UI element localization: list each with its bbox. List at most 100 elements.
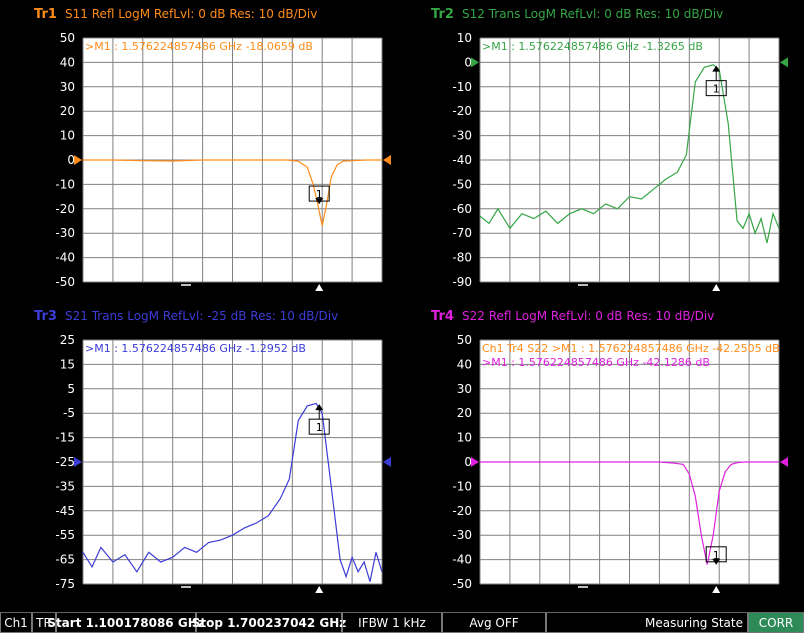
y-tick-label: -10 [452,479,472,493]
marker-readout-overlay: Ch1 Tr4 S22 >M1 : 1.576224857486 GHz -42… [482,342,780,355]
ref-level-arrow-left[interactable] [74,155,82,165]
marker-box [705,546,727,563]
trace-line [480,461,779,565]
trace-line [82,402,383,582]
marker-id: 1 [316,421,323,434]
y-tick-label: 20 [60,104,75,118]
channel-indicator[interactable]: Ch1 [0,613,32,633]
correction-indicator[interactable]: CORR [748,613,804,633]
marker-position-indicator [315,586,324,593]
marker-1[interactable]: 1 [308,185,330,205]
marker-id: 1 [713,549,720,562]
marker-position-indicator [315,284,324,291]
y-tick-label: -60 [452,202,472,216]
y-tick-label: 5 [67,382,75,396]
y-tick-label: 40 [457,357,472,371]
y-tick-label: -40 [55,251,75,265]
y-tick-label: 10 [457,31,472,45]
y-tick-label: 10 [457,431,472,445]
marker-readout: >M1 : 1.576224857486 GHz -1.3265 dB [482,40,703,53]
marker-box [308,418,330,435]
marker-arrow [315,404,324,411]
marker-box [705,80,727,97]
y-tick-label: -30 [55,226,75,240]
y-tick-label: -40 [452,153,472,167]
marker-readout: >M1 : 1.576224857486 GHz -18.0659 dB [85,40,313,53]
status-bar: Ch1 TR Start 1.100178086 GHz Stop 1.7002… [0,612,804,633]
y-tick-label: -30 [452,129,472,143]
averaging-indicator[interactable]: Avg OFF [442,613,546,633]
trace-label[interactable]: Tr2 [431,7,454,22]
marker-position-indicator [712,284,721,291]
measuring-state: Measuring State [546,613,748,633]
trace-title: S11 Refl LogM RefLvl: 0 dB Res: 10 dB/Di… [65,7,317,21]
marker-id: 1 [713,83,720,96]
trace-title: S12 Trans LogM RefLvl: 0 dB Res: 10 dB/D… [462,7,723,21]
trace-panel-2[interactable]: Tr2 S12 Trans LogM RefLvl: 0 dB Res: 10 d… [431,7,788,291]
trace-line [479,64,780,244]
ref-level-arrow-left[interactable] [471,57,479,68]
y-tick-label: 30 [457,382,472,396]
y-tick-label: 0 [464,455,472,469]
y-tick-label: 0 [464,55,472,69]
ref-level-arrow-right[interactable] [780,457,788,467]
marker-1[interactable]: 1 [705,546,727,565]
ref-level-arrow-right[interactable] [383,155,391,165]
trace-panel-3[interactable]: Tr3 S21 Trans LogM RefLvl: -25 dB Res: 10… [34,309,391,593]
y-tick-label: 0 [67,153,75,167]
y-tick-label: -20 [55,202,75,216]
y-tick-label: -35 [55,479,75,493]
y-tick-label: 30 [60,80,75,94]
stop-frequency[interactable]: Stop 1.700237042 GHz [192,613,346,633]
ref-level-arrow-left[interactable] [74,457,82,467]
y-tick-label: -10 [55,177,75,191]
y-tick-label: -75 [55,577,75,591]
y-tick-label: 15 [60,357,75,371]
trace-title: S22 Refl LogM RefLvl: 0 dB Res: 10 dB/Di… [462,309,714,323]
trace-line [83,159,382,227]
y-tick-label: -50 [452,577,472,591]
trace-title: S21 Trans LogM RefLvl: -25 dB Res: 10 dB… [65,309,338,323]
trace-panel-1[interactable]: Tr1 S11 Refl LogM RefLvl: 0 dB Res: 10 dB… [34,7,391,291]
y-tick-label: -65 [55,553,75,567]
marker-arrow [712,65,721,72]
y-tick-label: -25 [55,455,75,469]
marker-readout: >M1 : 1.576224857486 GHz -1.2952 dB [85,342,306,355]
y-tick-label: 20 [457,406,472,420]
start-frequency[interactable]: Start 1.100178086 GHz [47,613,205,633]
ref-level-arrow-right[interactable] [780,57,788,68]
marker-box [308,185,330,202]
y-tick-label: -20 [452,504,472,518]
y-tick-label: -20 [452,104,472,118]
y-tick-label: -10 [452,80,472,94]
y-tick-label: 50 [457,333,472,347]
trace-label[interactable]: Tr1 [34,7,57,22]
y-tick-label: -45 [55,504,75,518]
y-tick-label: -30 [452,528,472,542]
y-tick-label: -15 [55,431,75,445]
plots-area: Tr1 S11 Refl LogM RefLvl: 0 dB Res: 10 dB… [34,7,788,593]
y-tick-label: 10 [60,129,75,143]
y-tick-label: 40 [60,55,75,69]
trace-label[interactable]: Tr4 [431,309,454,324]
marker-readout: >M1 : 1.576224857486 GHz -42.1286 dB [482,356,710,369]
trace-label[interactable]: Tr3 [34,309,57,324]
marker-1[interactable]: 1 [308,404,330,435]
y-tick-label: -50 [452,177,472,191]
ref-level-arrow-right[interactable] [383,457,391,467]
ifbw-indicator[interactable]: IFBW 1 kHz [342,613,442,633]
y-tick-label: -50 [55,275,75,289]
y-tick-label: -70 [452,226,472,240]
trace-panel-4[interactable]: Tr4 S22 Refl LogM RefLvl: 0 dB Res: 10 dB… [431,309,788,593]
marker-1[interactable]: 1 [705,65,727,97]
marker-position-indicator [712,586,721,593]
ref-level-arrow-left[interactable] [471,457,479,467]
y-tick-label: 50 [60,31,75,45]
y-tick-label: -40 [452,553,472,567]
marker-id: 1 [316,188,323,201]
y-tick-label: -55 [55,528,75,542]
y-tick-label: -80 [452,251,472,265]
y-tick-label: -5 [63,406,75,420]
y-tick-label: 25 [60,333,75,347]
